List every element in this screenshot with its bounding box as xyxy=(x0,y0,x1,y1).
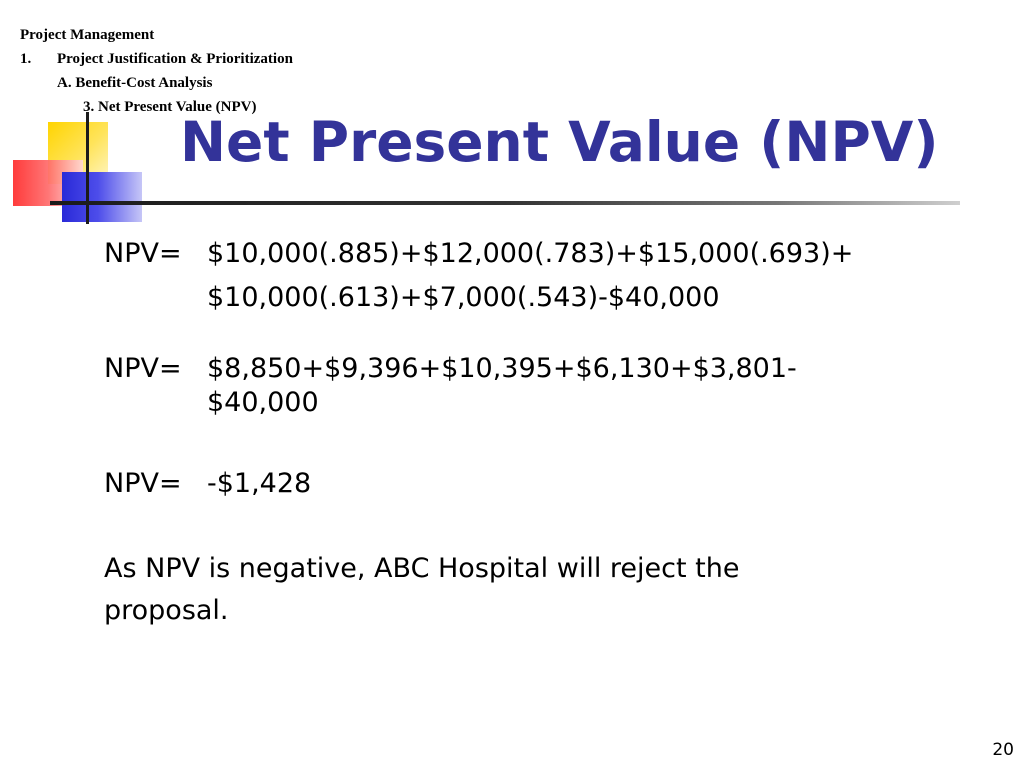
breadcrumb-level-1: Project Management xyxy=(20,27,155,43)
npv-formula-line-1: $10,000(.885)+$12,000(.783)+$15,000(.693… xyxy=(207,238,854,269)
breadcrumb-level-3: A. Benefit-Cost Analysis xyxy=(57,75,213,91)
conclusion-text: As NPV is negative, ABC Hospital will re… xyxy=(104,553,740,626)
npv-label: NPV= xyxy=(104,238,182,269)
npv-equation-3: NPV= -$1,428 xyxy=(104,467,984,501)
npv-formula-line-2: $10,000(.613)+$7,000(.543)-$40,000 xyxy=(207,282,720,313)
breadcrumb-level-2: 1. Project Justification & Prioritization xyxy=(20,50,293,68)
slide-body: NPV= $10,000(.885)+$12,000(.783)+$15,000… xyxy=(104,232,984,632)
npv-terms-line-1: $8,850+$9,396+$10,395+$6,130+$3,801- xyxy=(207,353,797,384)
npv-result: -$1,428 xyxy=(207,468,312,499)
decorative-blue-square xyxy=(62,172,142,222)
npv-formula: $10,000(.885)+$12,000(.783)+$15,000(.693… xyxy=(207,232,984,320)
title-underline xyxy=(50,201,960,205)
npv-computed-terms: $8,850+$9,396+$10,395+$6,130+$3,801- $40… xyxy=(207,352,984,420)
npv-label: NPV= xyxy=(104,353,182,384)
npv-equation-2: NPV= $8,850+$9,396+$10,395+$6,130+$3,801… xyxy=(104,352,984,420)
npv-equation-1: NPV= $10,000(.885)+$12,000(.783)+$15,000… xyxy=(104,232,984,320)
breadcrumb-level-2-number: 1. xyxy=(20,51,32,67)
decorative-vertical-line xyxy=(86,112,89,224)
slide-title: Net Present Value (NPV) xyxy=(180,110,939,174)
breadcrumb-level-2-label: Project Justification & Prioritization xyxy=(57,51,293,67)
npv-label: NPV= xyxy=(104,468,182,499)
page-number: 20 xyxy=(992,740,1014,760)
npv-terms-line-2: $40,000 xyxy=(207,387,319,418)
breadcrumb-level-4: 3. Net Present Value (NPV) xyxy=(83,99,257,115)
